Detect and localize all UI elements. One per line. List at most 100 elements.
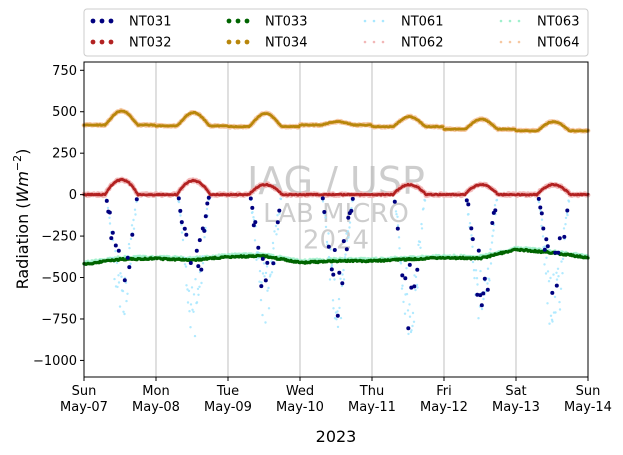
data-point xyxy=(321,200,325,203)
data-point xyxy=(564,223,567,226)
legend-marker xyxy=(372,40,376,44)
data-point xyxy=(270,271,274,274)
y-tick-label: 250 xyxy=(52,147,77,162)
data-point xyxy=(330,263,334,267)
data-point xyxy=(559,287,563,290)
data-point xyxy=(133,208,137,211)
data-point xyxy=(543,263,546,266)
data-point xyxy=(327,232,330,235)
data-point xyxy=(545,244,550,249)
data-point xyxy=(339,277,342,280)
data-point xyxy=(130,224,134,227)
legend-marker xyxy=(108,18,114,24)
data-point xyxy=(396,215,399,218)
data-point xyxy=(470,237,475,242)
x-tick-label-day: Thu xyxy=(359,384,384,399)
data-point xyxy=(134,197,139,202)
data-point xyxy=(197,238,202,243)
data-point xyxy=(482,276,487,281)
data-point xyxy=(191,308,194,311)
data-point xyxy=(409,285,414,290)
data-point xyxy=(486,282,489,285)
data-point xyxy=(348,221,352,224)
data-point xyxy=(118,305,122,308)
data-point xyxy=(106,206,110,210)
legend-entry-nt062: NT062 xyxy=(363,36,443,51)
data-point xyxy=(554,283,559,288)
data-point xyxy=(116,285,119,289)
data-point xyxy=(561,257,565,261)
data-point xyxy=(469,226,474,231)
data-point xyxy=(251,211,254,214)
data-point xyxy=(113,277,116,281)
legend-marker xyxy=(99,18,105,24)
data-point xyxy=(412,284,417,289)
data-point xyxy=(184,232,189,237)
data-point xyxy=(474,269,478,272)
data-point xyxy=(557,236,562,241)
legend-label: NT031 xyxy=(129,15,171,30)
data-point xyxy=(399,262,403,265)
data-point xyxy=(117,274,120,277)
data-point xyxy=(248,196,253,201)
data-point xyxy=(194,278,197,281)
data-point xyxy=(561,272,564,275)
data-point xyxy=(259,284,264,289)
data-point xyxy=(539,211,544,216)
data-point xyxy=(196,264,201,269)
data-point xyxy=(471,260,475,264)
data-point xyxy=(322,210,327,214)
data-point xyxy=(468,222,472,225)
data-point xyxy=(265,260,270,265)
data-point xyxy=(472,269,476,272)
data-point xyxy=(329,267,334,272)
x-tick-label-date: May-10 xyxy=(276,400,324,415)
y-axis-title: Radiation (Wm−2) xyxy=(11,149,32,290)
x-tick-label-date: May-09 xyxy=(204,400,252,415)
data-point xyxy=(127,242,131,246)
data-point xyxy=(331,272,336,277)
data-point xyxy=(546,270,550,273)
data-point xyxy=(273,230,276,233)
data-point xyxy=(104,198,109,203)
data-point xyxy=(261,313,264,317)
data-point xyxy=(405,292,409,296)
data-point xyxy=(396,224,400,227)
y-tick-label: 750 xyxy=(52,64,77,79)
data-point xyxy=(195,301,199,304)
legend-marker xyxy=(226,18,232,24)
data-point xyxy=(481,291,486,296)
data-point xyxy=(567,200,571,203)
data-point xyxy=(337,270,342,275)
data-point xyxy=(550,290,555,295)
legend-entry-nt032: NT032 xyxy=(90,36,171,51)
legend-marker xyxy=(363,40,367,44)
data-point xyxy=(395,213,398,216)
data-point xyxy=(547,280,551,283)
series-nt034 xyxy=(82,109,590,133)
legend-marker xyxy=(244,39,250,45)
legend-entry-nt063: NT063 xyxy=(499,15,579,30)
data-point xyxy=(420,227,424,230)
data-point xyxy=(540,218,544,221)
x-axis-title: 2023 xyxy=(316,427,357,446)
x-tick-label-day: Fri xyxy=(436,384,452,399)
data-point xyxy=(348,226,351,229)
data-point xyxy=(177,200,181,204)
data-point xyxy=(549,276,552,280)
data-point xyxy=(109,236,114,241)
data-point xyxy=(536,196,541,201)
data-point xyxy=(542,247,547,252)
data-point xyxy=(193,334,197,338)
data-point xyxy=(441,125,445,128)
data-point xyxy=(190,286,194,289)
data-point xyxy=(479,303,484,308)
legend-entry-nt034: NT034 xyxy=(226,36,307,51)
data-point xyxy=(278,212,281,215)
data-point xyxy=(407,262,412,267)
data-point xyxy=(338,306,341,310)
data-point xyxy=(187,289,191,293)
data-point xyxy=(475,292,480,297)
data-point xyxy=(276,214,279,217)
